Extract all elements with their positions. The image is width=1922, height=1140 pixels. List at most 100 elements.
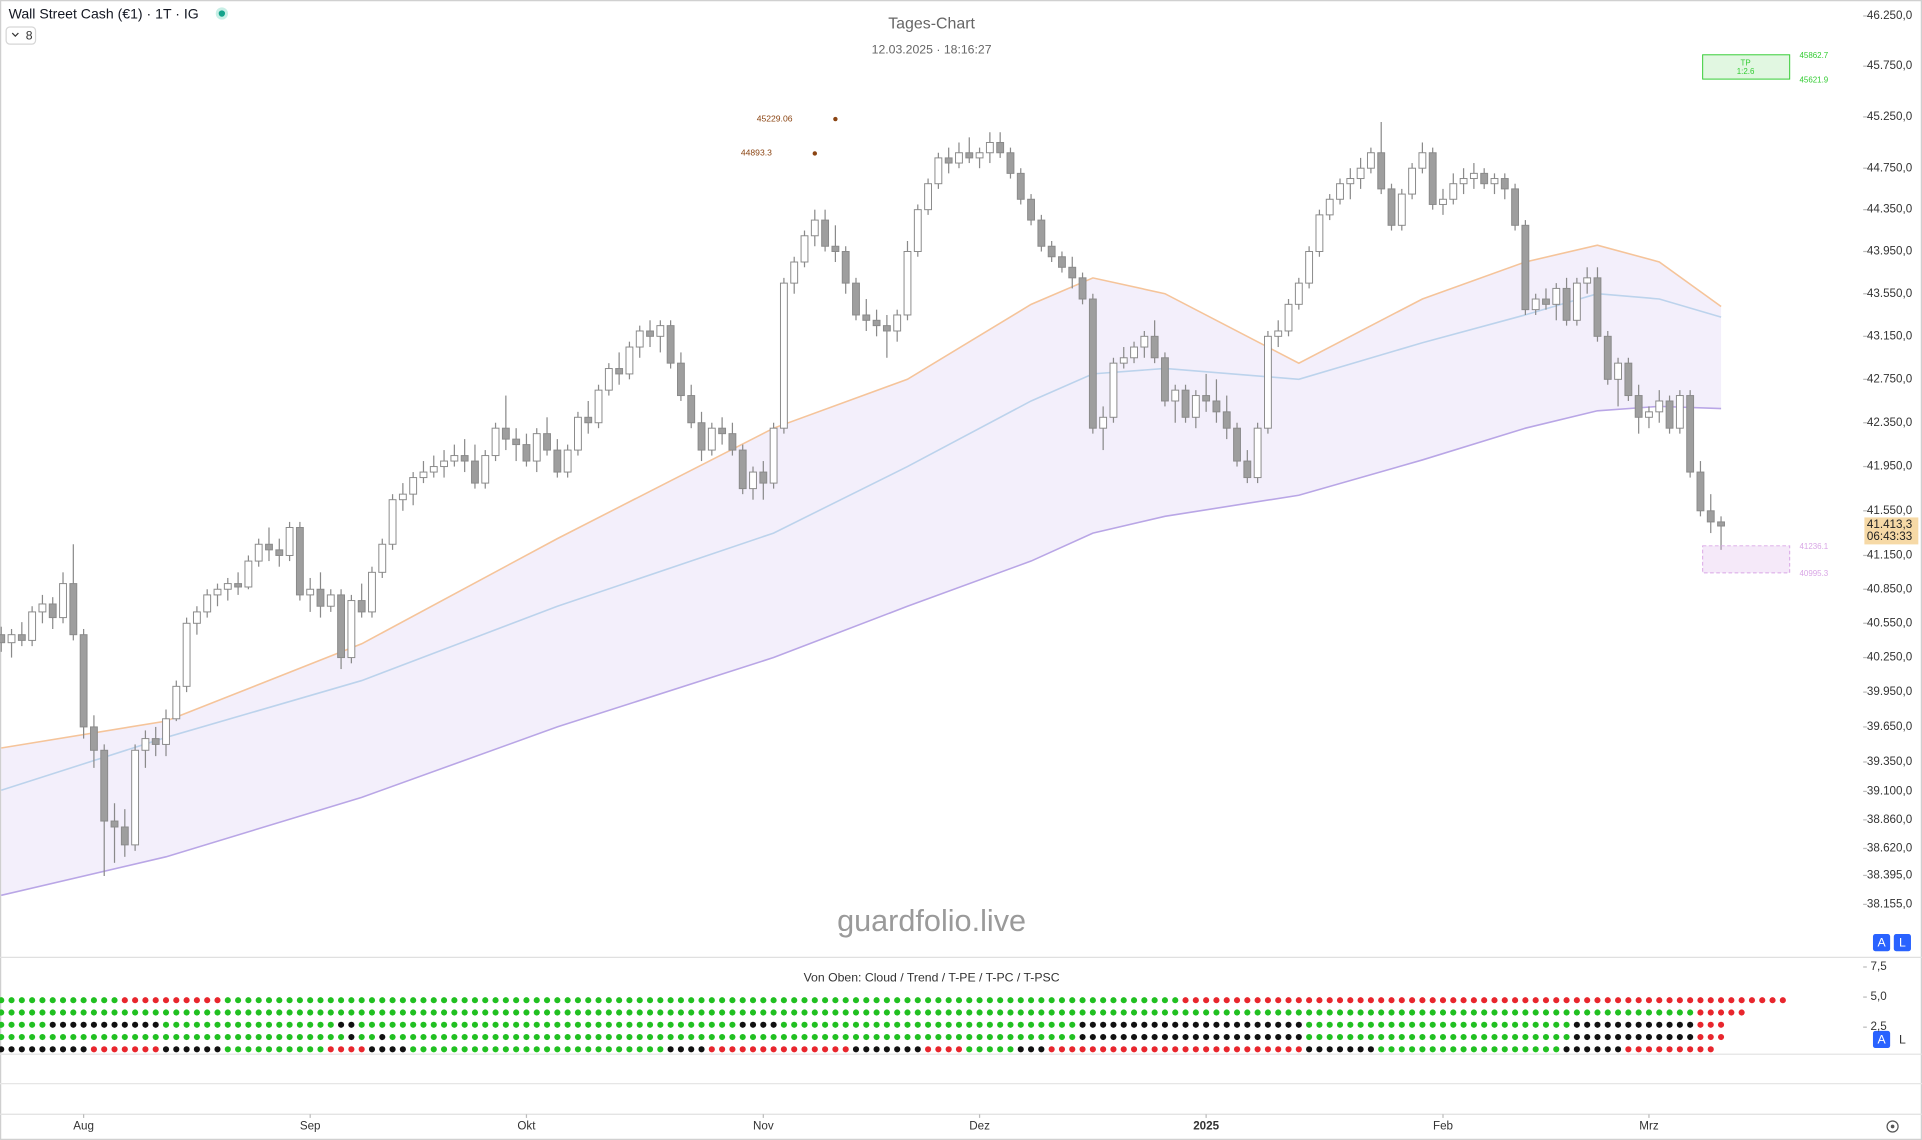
last-price-badge — [1864, 517, 1919, 545]
settings-icon[interactable] — [1886, 1120, 1899, 1133]
signal-dot — [1594, 1033, 1601, 1041]
auto-scale-label[interactable]: A — [1877, 1032, 1886, 1046]
auto-scale-label[interactable]: A — [1877, 935, 1886, 949]
signal-dot — [1079, 997, 1086, 1004]
signal-dot — [1491, 1046, 1498, 1053]
signal-dot — [265, 1046, 273, 1053]
signal-dot — [657, 1033, 664, 1041]
candle-body — [728, 433, 737, 451]
signal-dot — [801, 1009, 808, 1016]
signal-dot — [296, 1046, 303, 1053]
signal-dot — [1676, 1021, 1683, 1028]
signal-dot — [986, 997, 993, 1004]
signal-dot — [863, 1046, 870, 1053]
candle-body — [1099, 416, 1108, 429]
signal-dot — [1615, 1021, 1622, 1028]
signal-dot — [1130, 1009, 1138, 1016]
signal-dot — [1512, 997, 1519, 1004]
signal-dot — [1398, 997, 1405, 1004]
signal-dot — [18, 997, 25, 1004]
signal-dot — [1388, 1009, 1395, 1016]
signal-dot — [1666, 1033, 1673, 1041]
signal-dot — [997, 1033, 1004, 1041]
signal-dot — [832, 1046, 839, 1053]
candle-body — [450, 455, 459, 462]
indicator-toggle[interactable] — [5, 26, 37, 45]
candle-body — [223, 583, 232, 590]
signal-dot — [1347, 1046, 1354, 1053]
signal-dot — [399, 997, 406, 1004]
log-scale-label[interactable]: L — [1899, 1032, 1906, 1046]
candle-body — [1150, 335, 1159, 359]
signal-dot — [338, 1033, 345, 1041]
signal-dot — [1707, 1046, 1714, 1053]
signal-dot — [1409, 1021, 1416, 1028]
signal-dot — [986, 1009, 993, 1016]
signal-dot — [1285, 1046, 1292, 1053]
signal-dot — [90, 1033, 97, 1041]
countdown-label: 06:43:33 — [1867, 530, 1912, 543]
signal-dot — [677, 1009, 684, 1016]
signal-dot — [1398, 1046, 1405, 1053]
indicator-count[interactable]: 8 — [26, 28, 33, 42]
candle-body — [0, 634, 6, 644]
signal-dot — [1728, 997, 1735, 1004]
signal-dot — [1254, 1046, 1261, 1053]
signal-dot — [358, 1046, 365, 1053]
signal-dot — [904, 1046, 911, 1053]
signal-dot — [49, 997, 56, 1004]
log-scale-button[interactable] — [1893, 934, 1911, 952]
signal-dot — [513, 1009, 520, 1016]
signal-dot — [945, 1046, 952, 1053]
signal-dot — [1295, 1009, 1302, 1016]
auto-scale-button[interactable] — [1872, 1030, 1891, 1049]
candle-body — [501, 427, 510, 440]
signal-dot — [646, 1033, 654, 1041]
signal-dot — [101, 1009, 108, 1016]
signal-dot — [677, 1021, 684, 1028]
signal-dot — [523, 1021, 530, 1028]
signal-dot — [852, 1021, 860, 1028]
signal-dot — [1450, 1033, 1457, 1041]
signal-dot — [1213, 1033, 1220, 1041]
signal-dot — [657, 1021, 664, 1028]
signal-dot — [1326, 997, 1333, 1004]
candle-body — [326, 594, 335, 607]
signal-dot — [307, 1046, 314, 1053]
signal-dot — [132, 1021, 139, 1028]
signal-dot — [1491, 1033, 1498, 1041]
candle-body — [419, 471, 428, 479]
signal-dot — [1306, 1033, 1313, 1041]
y-tick-label: 44.750,0 — [1867, 161, 1913, 174]
signal-dot — [90, 1021, 97, 1028]
signal-dot — [914, 1033, 921, 1041]
candle-body — [1717, 521, 1725, 527]
signal-dot — [646, 1009, 654, 1016]
log-scale-label[interactable]: L — [1899, 935, 1906, 949]
auto-scale-button[interactable] — [1872, 934, 1891, 952]
signal-dot — [399, 1021, 406, 1028]
signal-dot — [1007, 1021, 1014, 1028]
annotation-dot — [833, 116, 838, 122]
signal-dot — [348, 1009, 355, 1016]
signal-dot — [1326, 1033, 1333, 1041]
y-tick-label: 46.250,0 — [1867, 9, 1913, 22]
signal-dot — [1079, 1009, 1086, 1016]
signal-dot — [482, 1021, 489, 1028]
candle-body — [1655, 400, 1664, 413]
candle-body — [1696, 471, 1705, 512]
signal-dot — [410, 997, 417, 1004]
signal-dot — [1687, 997, 1694, 1004]
candle-body — [646, 330, 654, 337]
signal-dot — [1542, 1033, 1550, 1041]
signal-dot — [214, 1046, 221, 1053]
signal-dot — [1542, 1046, 1550, 1053]
signal-dot — [822, 1021, 829, 1028]
signal-dot — [770, 997, 777, 1004]
signal-dot — [1223, 1046, 1230, 1053]
signal-dot — [1192, 997, 1199, 1004]
signal-dot — [101, 1033, 108, 1041]
signal-dot — [883, 1033, 890, 1041]
signal-dot — [461, 1009, 468, 1016]
signal-dot — [492, 997, 499, 1004]
